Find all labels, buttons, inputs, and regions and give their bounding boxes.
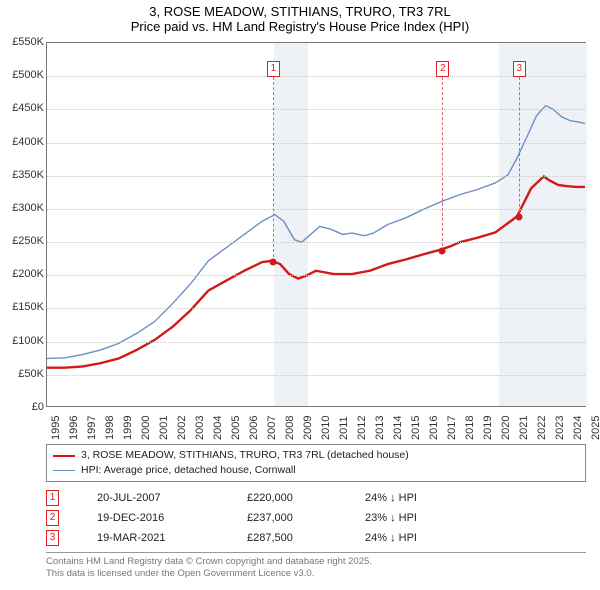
- x-axis-label: 2010: [320, 416, 332, 440]
- gridline-h: [47, 109, 585, 110]
- sale-marker-dot-3: [515, 214, 522, 221]
- x-axis-label: 2018: [464, 416, 476, 440]
- legend-label-property: 3, ROSE MEADOW, STITHIANS, TRURO, TR3 7R…: [81, 448, 409, 463]
- y-axis-label: £300K: [4, 202, 44, 214]
- gridline-h: [47, 209, 585, 210]
- series-hpi: [47, 106, 585, 359]
- x-axis-label: 2013: [374, 416, 386, 440]
- sale-marker-line-2: [442, 77, 443, 250]
- x-axis-label: 2006: [248, 416, 260, 440]
- x-axis-label: 2025: [590, 416, 600, 440]
- y-axis-label: £500K: [4, 69, 44, 81]
- chart-title-subtitle: Price paid vs. HM Land Registry's House …: [0, 19, 600, 34]
- event-price-1: £220,000: [247, 492, 365, 504]
- x-axis-label: 2001: [158, 416, 170, 440]
- x-axis-label: 2020: [500, 416, 512, 440]
- gridline-h: [47, 275, 585, 276]
- y-axis-label: £200K: [4, 268, 44, 280]
- event-num-1: 1: [46, 490, 59, 506]
- event-date-2: 19-DEC-2016: [97, 512, 247, 524]
- y-axis-label: £350K: [4, 169, 44, 181]
- x-axis-label: 2003: [194, 416, 206, 440]
- sale-marker-dot-2: [439, 247, 446, 254]
- x-axis-label: 2011: [338, 416, 350, 440]
- chart-title-address: 3, ROSE MEADOW, STITHIANS, TRURO, TR3 7R…: [0, 4, 600, 19]
- gridline-h: [47, 375, 585, 376]
- footer-attribution: Contains HM Land Registry data © Crown c…: [46, 552, 586, 580]
- y-axis-label: £0: [4, 401, 44, 413]
- x-axis-label: 2019: [482, 416, 494, 440]
- event-row-1: 1 20-JUL-2007 £220,000 24% ↓ HPI: [46, 488, 586, 508]
- event-hpi-1: 24% ↓ HPI: [365, 492, 417, 504]
- x-axis-label: 2016: [428, 416, 440, 440]
- y-axis-label: £50K: [4, 368, 44, 380]
- y-axis-label: £250K: [4, 235, 44, 247]
- chart-plot-area: 1 2 3: [46, 42, 586, 407]
- x-axis-label: 2012: [356, 416, 368, 440]
- chart-title-block: 3, ROSE MEADOW, STITHIANS, TRURO, TR3 7R…: [0, 0, 600, 36]
- sale-marker-line-1: [273, 77, 274, 262]
- x-axis-label: 2004: [212, 416, 224, 440]
- event-row-3: 3 19-MAR-2021 £287,500 24% ↓ HPI: [46, 528, 586, 548]
- x-axis-label: 2015: [410, 416, 422, 440]
- event-date-3: 19-MAR-2021: [97, 532, 247, 544]
- legend-swatch-property: [53, 455, 75, 457]
- event-hpi-3: 24% ↓ HPI: [365, 532, 417, 544]
- x-axis-label: 2014: [392, 416, 404, 440]
- x-axis-label: 1999: [122, 416, 134, 440]
- sale-marker-line-3: [519, 77, 520, 217]
- events-table: 1 20-JUL-2007 £220,000 24% ↓ HPI 2 19-DE…: [46, 488, 586, 548]
- gridline-h: [47, 242, 585, 243]
- sale-marker-box-3: 3: [513, 61, 526, 77]
- gridline-h: [47, 176, 585, 177]
- event-num-2: 2: [46, 510, 59, 526]
- y-axis-label: £400K: [4, 136, 44, 148]
- x-axis-label: 2022: [536, 416, 548, 440]
- x-axis-label: 2023: [554, 416, 566, 440]
- chart-container: 3, ROSE MEADOW, STITHIANS, TRURO, TR3 7R…: [0, 0, 600, 590]
- x-axis-label: 2000: [140, 416, 152, 440]
- x-axis-label: 2008: [284, 416, 296, 440]
- event-date-1: 20-JUL-2007: [97, 492, 247, 504]
- x-axis-label: 2005: [230, 416, 242, 440]
- gridline-h: [47, 342, 585, 343]
- y-axis-label: £100K: [4, 335, 44, 347]
- x-axis-label: 2017: [446, 416, 458, 440]
- event-hpi-2: 23% ↓ HPI: [365, 512, 417, 524]
- x-axis-label: 1998: [104, 416, 116, 440]
- sale-marker-dot-1: [269, 259, 276, 266]
- x-axis-label: 1997: [86, 416, 98, 440]
- event-price-2: £237,000: [247, 512, 365, 524]
- y-axis-label: £450K: [4, 102, 44, 114]
- y-axis-label: £150K: [4, 301, 44, 313]
- chart-lines-svg: [47, 43, 585, 406]
- x-axis-label: 2002: [176, 416, 188, 440]
- event-price-3: £287,500: [247, 532, 365, 544]
- y-axis-label: £550K: [4, 36, 44, 48]
- event-row-2: 2 19-DEC-2016 £237,000 23% ↓ HPI: [46, 508, 586, 528]
- sale-marker-box-1: 1: [267, 61, 280, 77]
- sale-marker-box-2: 2: [436, 61, 449, 77]
- event-num-3: 3: [46, 530, 59, 546]
- gridline-h: [47, 143, 585, 144]
- legend-row-property: 3, ROSE MEADOW, STITHIANS, TRURO, TR3 7R…: [53, 448, 579, 463]
- footer-line1: Contains HM Land Registry data © Crown c…: [46, 556, 586, 568]
- legend-box: 3, ROSE MEADOW, STITHIANS, TRURO, TR3 7R…: [46, 444, 586, 482]
- x-axis-label: 2007: [266, 416, 278, 440]
- legend-label-hpi: HPI: Average price, detached house, Corn…: [81, 463, 296, 478]
- x-axis-label: 2024: [572, 416, 584, 440]
- x-axis-label: 1995: [50, 416, 62, 440]
- gridline-h: [47, 308, 585, 309]
- x-axis-label: 2009: [302, 416, 314, 440]
- gridline-h: [47, 76, 585, 77]
- x-axis-label: 2021: [518, 416, 530, 440]
- legend-row-hpi: HPI: Average price, detached house, Corn…: [53, 463, 579, 478]
- legend-swatch-hpi: [53, 470, 75, 471]
- footer-line2: This data is licensed under the Open Gov…: [46, 568, 586, 580]
- x-axis-label: 1996: [68, 416, 80, 440]
